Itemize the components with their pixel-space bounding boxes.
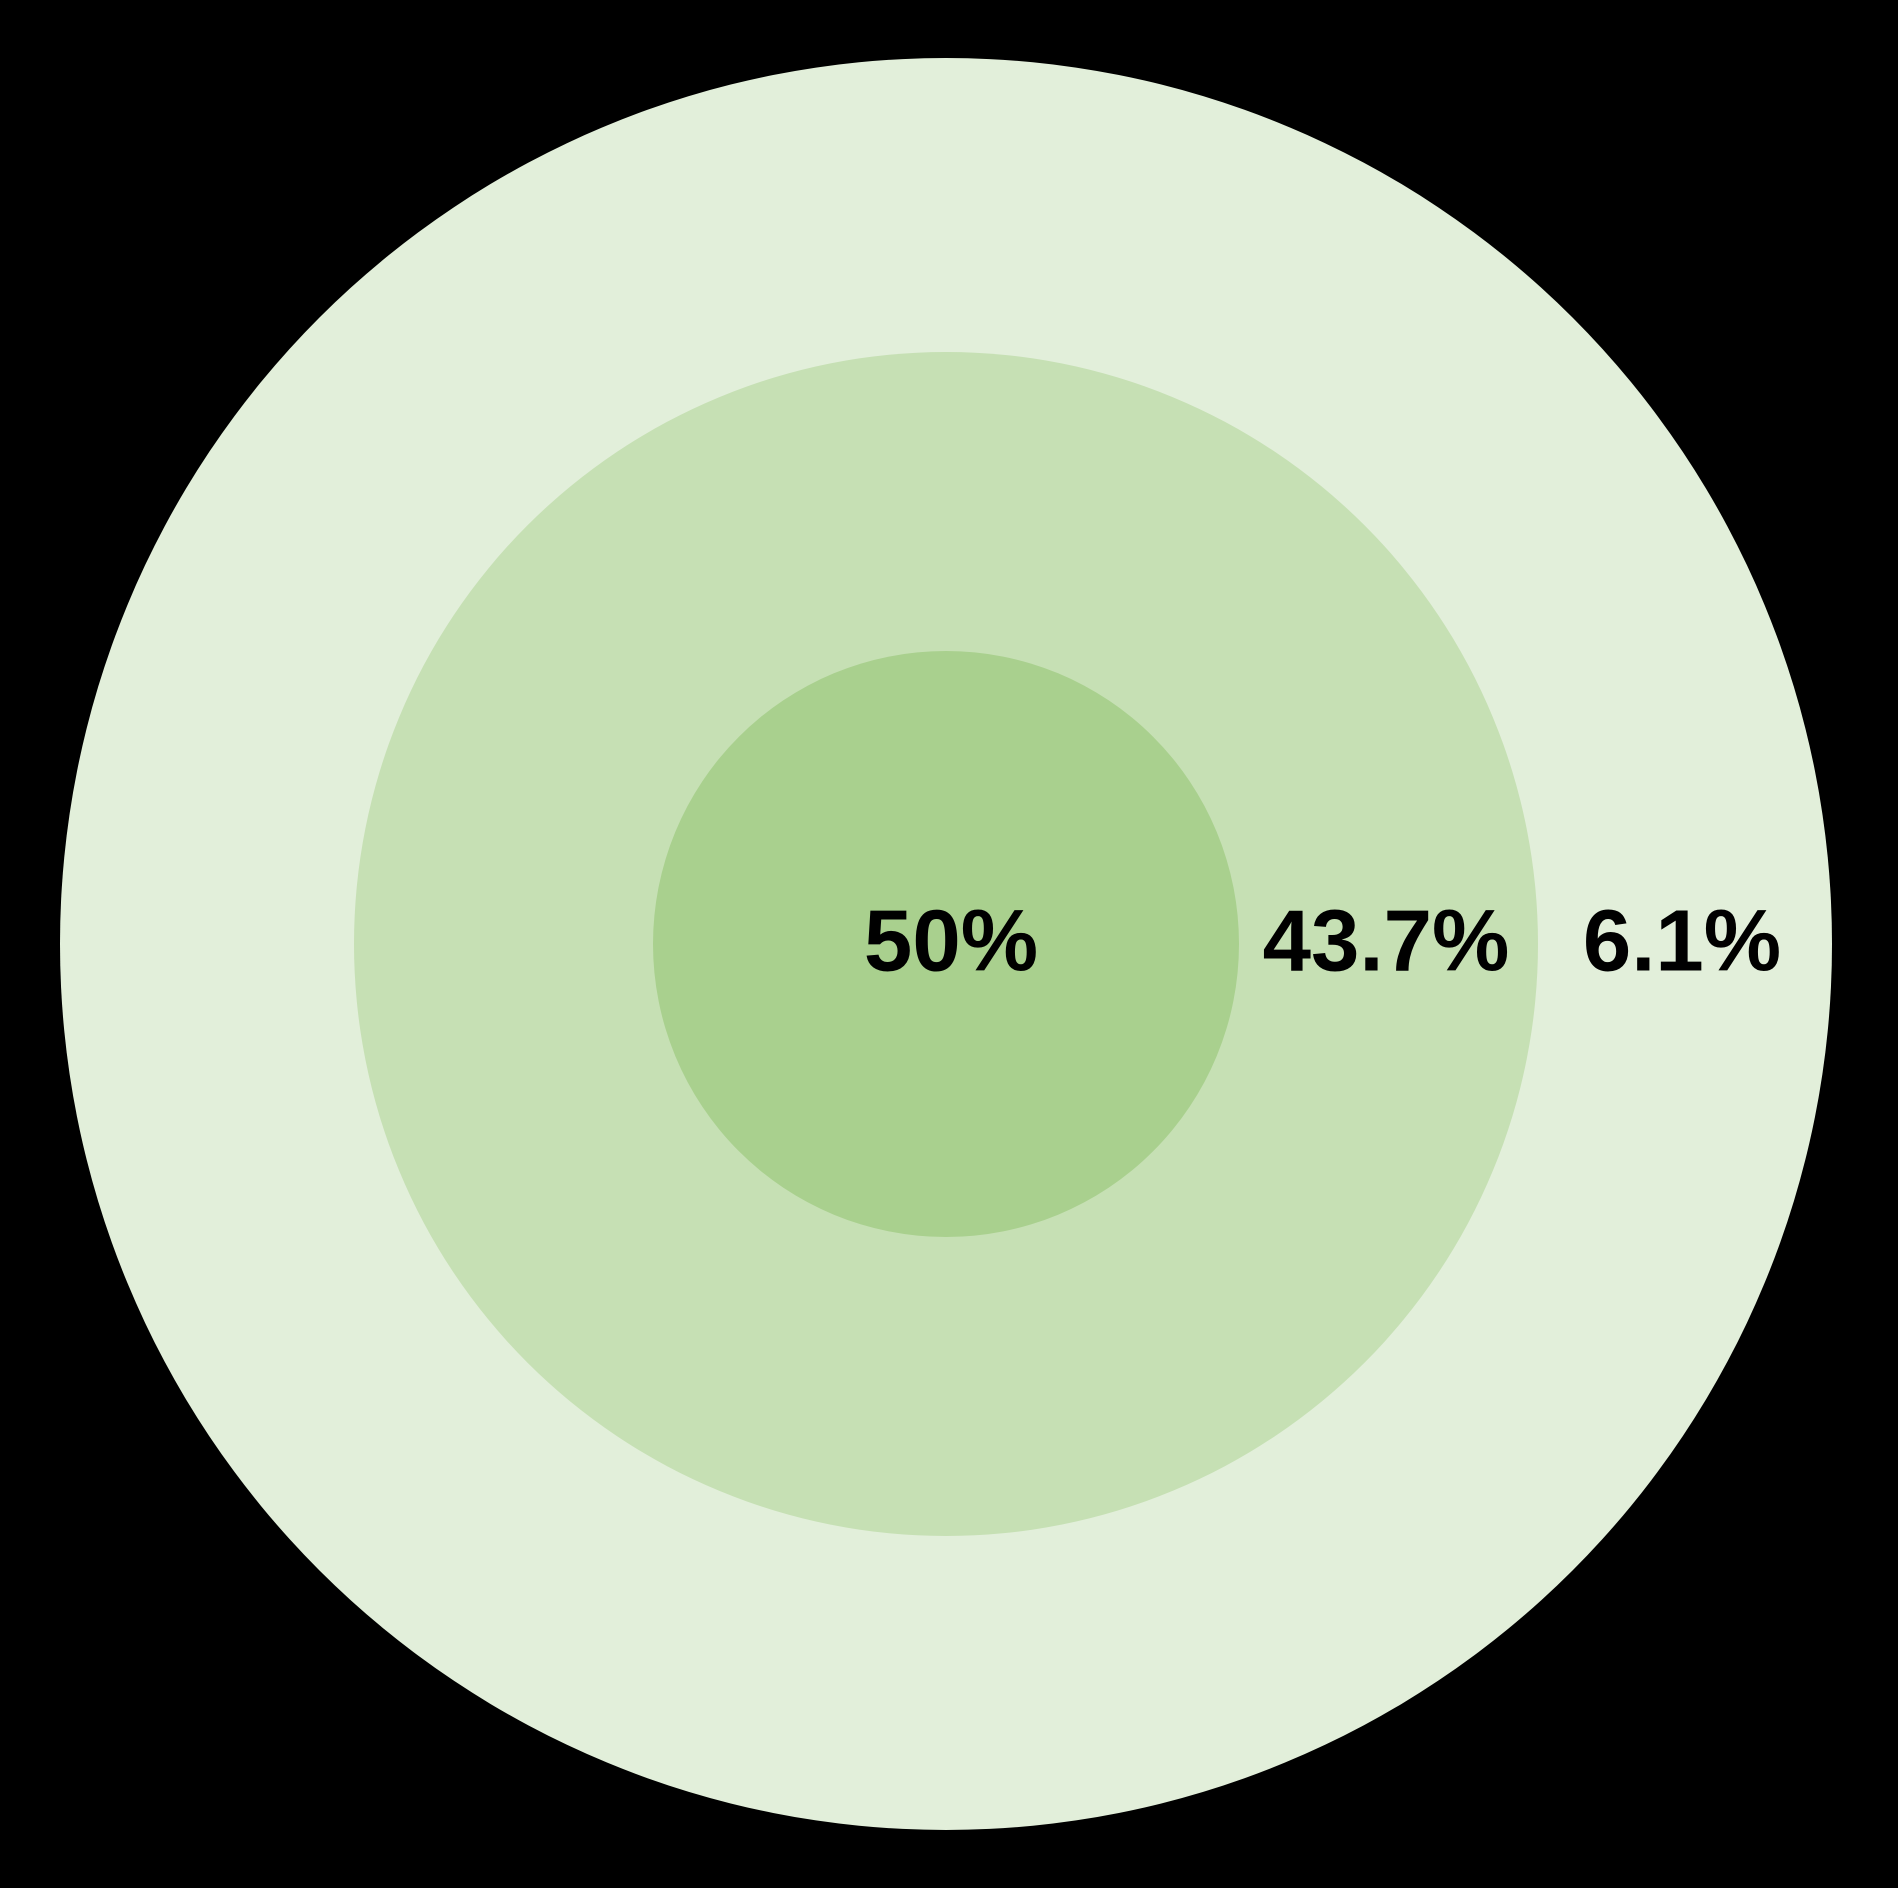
outer-ring-value-label: 6.1% bbox=[1582, 892, 1782, 990]
inner-circle-value-label: 50% bbox=[863, 892, 1039, 990]
middle-ring-value-label: 43.7% bbox=[1262, 892, 1510, 990]
inner-circle bbox=[653, 651, 1239, 1237]
